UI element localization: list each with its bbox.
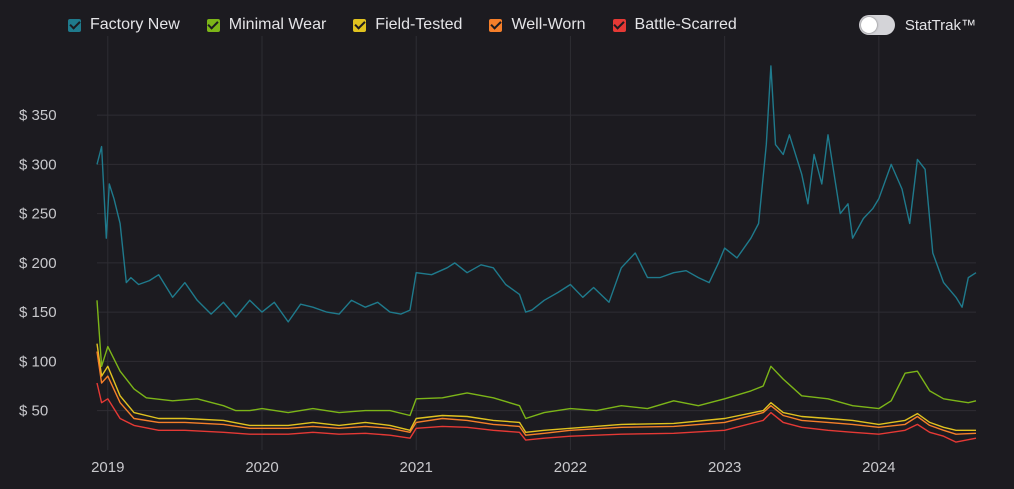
x-tick-label: 2021 bbox=[400, 459, 433, 476]
checkbox-icon[interactable] bbox=[612, 18, 626, 32]
checkbox-icon[interactable] bbox=[68, 18, 81, 32]
legend-item-battle-scarred[interactable]: Battle-Scarred bbox=[612, 16, 737, 34]
x-axis-ticks: 2019 2020 2021 2022 2023 2024 bbox=[91, 459, 895, 476]
y-tick-label: $ 300 bbox=[19, 156, 57, 173]
legend-label: Factory New bbox=[90, 16, 180, 33]
x-tick-label: 2020 bbox=[245, 459, 278, 476]
series-line-well-worn[interactable] bbox=[96, 351, 977, 436]
legend-item-well-worn[interactable]: Well-Worn bbox=[489, 16, 586, 34]
y-axis-ticks: $ 50 $ 100 $ 150 $ 200 $ 250 $ 300 $ 350 bbox=[19, 107, 57, 420]
legend-item-field-tested[interactable]: Field-Tested bbox=[353, 16, 462, 34]
x-tick-label: 2023 bbox=[708, 459, 741, 476]
y-tick-label: $ 350 bbox=[19, 107, 57, 124]
y-tick-label: $ 200 bbox=[19, 255, 57, 272]
chart-legend: Factory New Minimal Wear Field-Tested We… bbox=[68, 16, 764, 34]
grid-lines bbox=[97, 36, 976, 450]
legend-label: Well-Worn bbox=[511, 16, 586, 33]
legend-item-minimal-wear[interactable]: Minimal Wear bbox=[206, 16, 327, 34]
y-tick-label: $ 150 bbox=[19, 304, 57, 321]
legend-label: Minimal Wear bbox=[228, 16, 327, 33]
y-tick-label: $ 100 bbox=[19, 353, 57, 370]
series-line-minimal-wear[interactable] bbox=[96, 300, 977, 420]
toggle-knob bbox=[860, 17, 877, 33]
series-line-field-tested[interactable] bbox=[96, 343, 976, 433]
y-tick-label: $ 250 bbox=[19, 206, 57, 223]
series-lines bbox=[96, 65, 977, 443]
y-tick-label: $ 50 bbox=[19, 403, 48, 420]
legend-label: Field-Tested bbox=[375, 16, 463, 33]
checkbox-icon[interactable] bbox=[206, 18, 220, 32]
stattrak-toggle-group: StatTrak™ bbox=[858, 15, 976, 35]
legend-item-factory-new[interactable]: Factory New bbox=[68, 16, 180, 34]
stattrak-label: StatTrak™ bbox=[904, 16, 976, 34]
x-tick-label: 2019 bbox=[91, 459, 124, 476]
checkbox-icon[interactable] bbox=[353, 18, 367, 32]
series-line-factory-new[interactable] bbox=[96, 65, 977, 323]
series-line-battle-scarred[interactable] bbox=[96, 382, 977, 443]
stattrak-toggle[interactable] bbox=[858, 15, 895, 35]
x-tick-label: 2022 bbox=[554, 459, 587, 476]
x-tick-label: 2024 bbox=[862, 459, 895, 476]
legend-label: Battle-Scarred bbox=[634, 16, 737, 33]
checkbox-icon[interactable] bbox=[489, 18, 503, 32]
